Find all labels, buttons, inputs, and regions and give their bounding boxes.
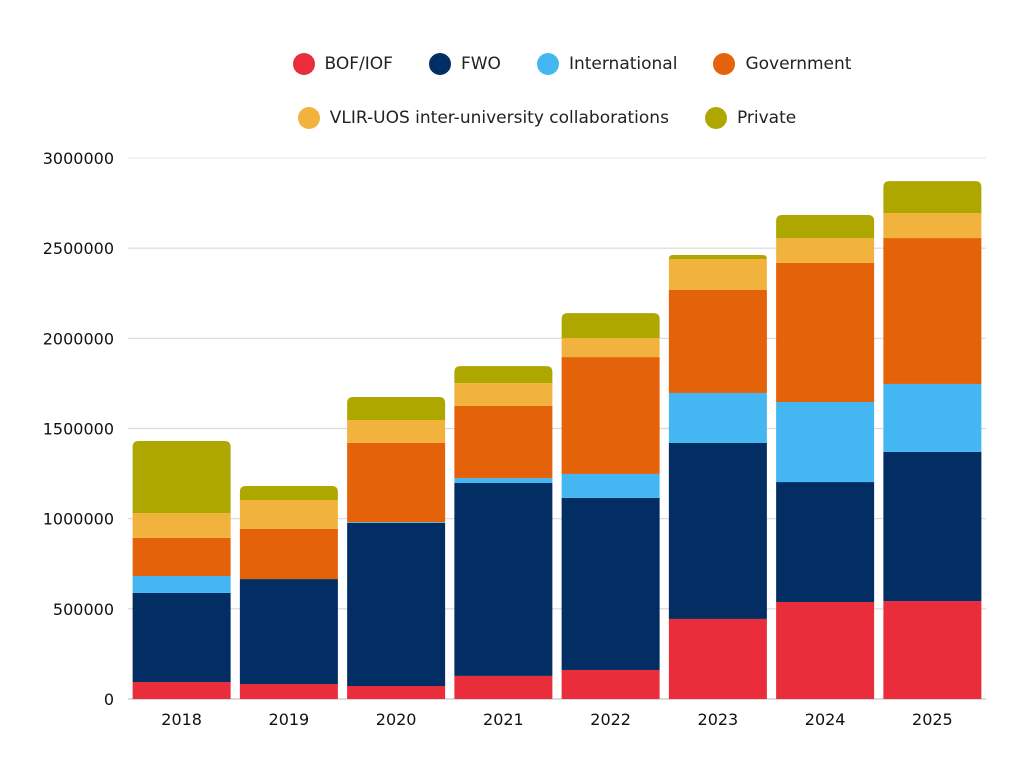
bar-segment-private-2022[interactable] [561,313,660,338]
y-tick-label: 0 [104,690,114,709]
legend-item-fwo[interactable]: FWO [428,53,501,75]
legend-label: VLIR-UOS inter-university collaborations [329,108,669,128]
bar-segment-government-2019[interactable] [239,528,338,580]
legend-item-vlir-uos[interactable]: VLIR-UOS inter-university collaborations [297,107,669,129]
legend-dot-icon [536,53,559,75]
bar-segment-vlir-uos-inter-university-collaborations-2025[interactable] [883,213,982,239]
bar-segment-international-2025[interactable] [883,383,982,452]
bar-segment-bof-iof-2023[interactable] [668,618,767,699]
x-tick-label: 2020 [376,710,417,729]
legend-row-1: BOF/IOF FWO International Government [0,46,1024,82]
y-tick-label: 1000000 [43,510,114,529]
bar-segment-international-2021[interactable] [454,478,553,483]
legend-dot-icon [292,53,315,75]
bar-segment-vlir-uos-inter-university-collaborations-2022[interactable] [561,337,660,358]
bar-segment-vlir-uos-inter-university-collaborations-2020[interactable] [347,420,446,443]
bar-segment-private-2018[interactable] [132,440,231,514]
bar-stack-2018[interactable] [132,440,231,699]
legend-item-government[interactable]: Government [713,53,851,75]
bar-segment-government-2022[interactable] [561,357,660,474]
bar-stack-2019[interactable] [239,486,338,699]
bar-segment-government-2025[interactable] [883,238,982,384]
bar-segment-international-2018[interactable] [132,576,231,593]
bar-segment-bof-iof-2025[interactable] [883,601,982,699]
bar-segment-vlir-uos-inter-university-collaborations-2024[interactable] [776,238,875,263]
bar-segment-bof-iof-2019[interactable] [239,684,338,699]
bar-segment-international-2020[interactable] [347,522,446,523]
legend-label: Private [736,108,797,128]
bar-segment-fwo-2018[interactable] [132,592,231,683]
bar-segment-private-2019[interactable] [239,486,338,501]
bar-segment-vlir-uos-inter-university-collaborations-2021[interactable] [454,383,553,406]
bar-segment-private-2024[interactable] [776,214,875,239]
bar-stack-2021[interactable] [454,366,553,699]
bar-segment-vlir-uos-inter-university-collaborations-2019[interactable] [239,500,338,529]
bar-segment-fwo-2025[interactable] [883,451,982,602]
x-tick-label: 2022 [590,710,631,729]
bar-segment-government-2024[interactable] [776,262,875,402]
bar-segment-bof-iof-2021[interactable] [454,675,553,699]
legend-row-2: VLIR-UOS inter-university collaborations… [0,100,1024,136]
bar-segment-fwo-2019[interactable] [239,579,338,685]
bar-segment-private-2025[interactable] [883,181,982,214]
bar-segment-bof-iof-2020[interactable] [347,686,446,699]
x-axis: 2018 2019 2020 2021 2022 2023 2024 2025 [161,710,952,729]
bar-segment-fwo-2023[interactable] [668,442,767,619]
bar-stack-2025[interactable] [883,181,982,699]
bar-segment-international-2023[interactable] [668,392,767,443]
legend-label: International [568,54,678,74]
bar-segment-government-2020[interactable] [347,442,446,523]
legend-dot-icon [713,53,736,75]
x-tick-label: 2018 [161,710,202,729]
legend-label: BOF/IOF [324,54,393,74]
bar-segment-international-2022[interactable] [561,473,660,498]
bar-segment-private-2021[interactable] [454,366,553,384]
bar-stack-2020[interactable] [347,396,446,699]
bar-segment-government-2021[interactable] [454,405,553,479]
bar-segment-fwo-2021[interactable] [454,482,553,676]
bar-stack-2024[interactable] [776,214,875,699]
bar-segment-government-2018[interactable] [132,537,231,577]
x-tick-label: 2024 [805,710,846,729]
bar-segment-bof-iof-2018[interactable] [132,682,231,699]
x-tick-label: 2023 [698,710,739,729]
bar-segment-government-2023[interactable] [668,290,767,393]
bars [132,181,982,699]
bar-segment-bof-iof-2024[interactable] [776,601,875,699]
y-tick-label: 3000000 [43,149,114,168]
bar-segment-vlir-uos-inter-university-collaborations-2018[interactable] [132,513,231,538]
x-tick-label: 2025 [912,710,953,729]
legend: BOF/IOF FWO International Government VLI… [0,46,1024,154]
legend-label: FWO [460,54,501,74]
legend-dot-icon [704,107,727,129]
bar-segment-private-2023[interactable] [668,255,767,259]
y-tick-label: 500000 [53,600,114,619]
legend-item-private[interactable]: Private [704,107,797,129]
x-tick-label: 2019 [269,710,310,729]
bar-segment-fwo-2020[interactable] [347,522,446,687]
x-tick-label: 2021 [483,710,524,729]
legend-dot-icon [428,53,451,75]
bar-segment-fwo-2024[interactable] [776,482,875,602]
bar-segment-private-2020[interactable] [347,396,446,421]
y-tick-label: 1500000 [43,420,114,439]
y-tick-label: 2500000 [43,239,114,258]
bar-segment-fwo-2022[interactable] [561,497,660,670]
bar-segment-international-2024[interactable] [776,401,875,483]
legend-item-international[interactable]: International [536,53,678,75]
bar-segment-vlir-uos-inter-university-collaborations-2023[interactable] [668,258,767,291]
bar-stack-2023[interactable] [668,255,767,699]
bar-stack-2022[interactable] [561,313,660,699]
y-tick-label: 2000000 [43,329,114,348]
y-axis: 0 500000 1000000 1500000 2000000 2500000 30000… [43,149,114,709]
bar-segment-bof-iof-2022[interactable] [561,669,660,699]
legend-dot-icon [297,107,320,129]
legend-item-bof-iof[interactable]: BOF/IOF [292,53,393,75]
legend-label: Government [745,54,852,74]
